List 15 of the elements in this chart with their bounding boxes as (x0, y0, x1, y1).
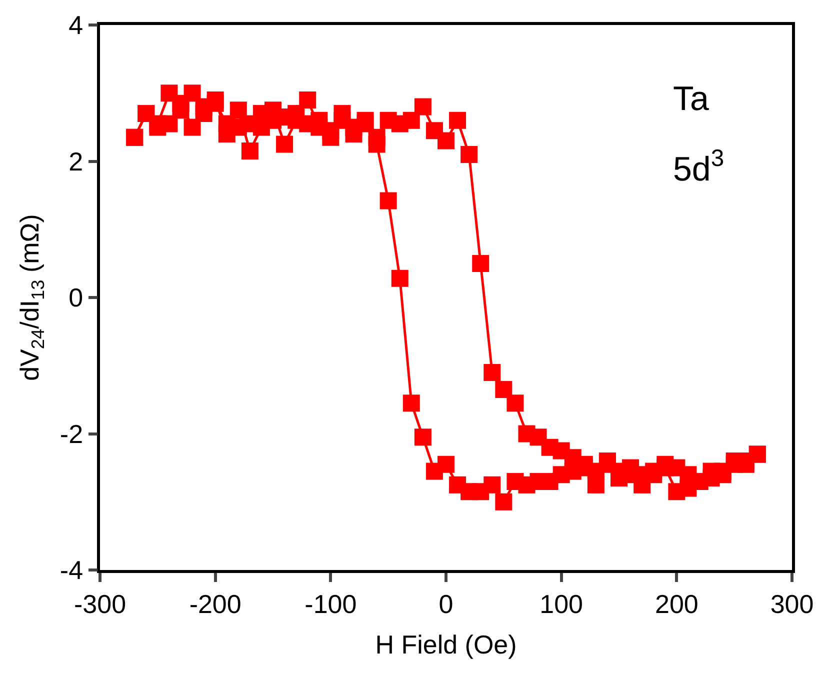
y-tick-label: 4 (68, 10, 84, 40)
y-tick-label: -4 (60, 555, 84, 586)
y-tick-label: 0 (68, 282, 84, 313)
x-tick-label: 200 (654, 588, 698, 619)
x-tick-label: 100 (540, 588, 584, 619)
annotation: 5d$^{3}$ (673, 145, 724, 188)
x-tick-label: 300 (770, 588, 814, 619)
y-tick-label: 2 (68, 146, 84, 176)
x-tick-label: -200 (189, 588, 242, 619)
x-tick-label: -100 (304, 588, 357, 619)
x-axis-title: H Field (Oe) (375, 630, 517, 660)
y-tick-label: -2 (60, 418, 84, 449)
x-tick-label: -300 (74, 588, 126, 619)
x-tick-label: 0 (438, 588, 454, 619)
annotation: Ta (673, 80, 709, 118)
